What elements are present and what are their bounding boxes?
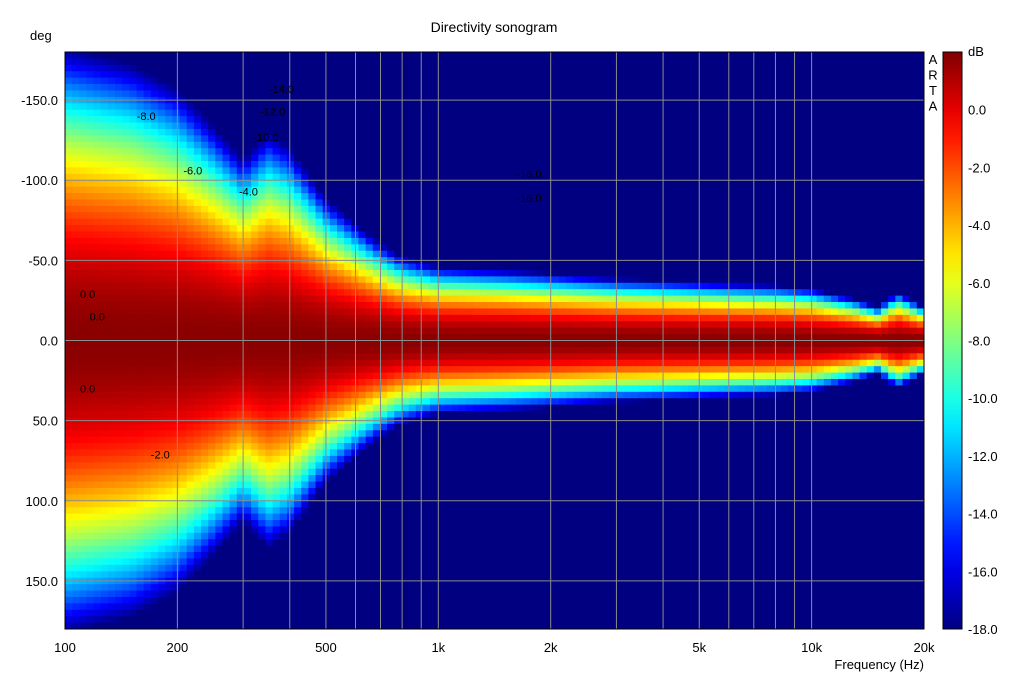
contour-label: -10.0: [253, 132, 278, 144]
colorbar-tick-label: -6.0: [968, 276, 990, 291]
colorbar-tick-label: -8.0: [968, 334, 990, 349]
contour-label: -8.0: [137, 111, 156, 123]
arta-letter: A: [929, 52, 938, 67]
plot-area: -8.0 -14.0 -12.0 -10.0 -6.0 -4.0 -16.0 -16.0 0.0…: [65, 52, 924, 629]
colorbar-tick-label: -14.0: [968, 507, 998, 522]
colorbar-frame: [942, 51, 963, 630]
y-tick-label: -50.0: [28, 253, 58, 268]
arta-letter: A: [929, 99, 938, 114]
x-tick-label: 1k: [431, 640, 445, 655]
contour-label: -12.0: [260, 106, 285, 118]
arta-letter: R: [928, 68, 937, 83]
colorbar: dB 0.0 -2.0 -4.0 -6.0 -8.0 -10.0 -12.0 -14.0 -16…: [942, 44, 998, 637]
plot-frame: [64, 51, 925, 630]
colorbar-tick-label: 0.0: [968, 103, 986, 118]
x-tick-label: 10k: [801, 640, 822, 655]
x-tick-labels: 100 200 500 1k 2k 5k 10k 20k: [54, 640, 935, 655]
grid-lines: [65, 52, 924, 629]
colorbar-tick-label: -18.0: [968, 622, 998, 637]
contour-label: -2.0: [151, 449, 170, 461]
y-tick-label: 150.0: [25, 574, 58, 589]
colorbar-tick-label: -10.0: [968, 391, 998, 406]
x-tick-label: 100: [54, 640, 76, 655]
y-tick-label: -100.0: [21, 173, 58, 188]
y-axis-label: deg: [30, 28, 52, 43]
contour-label: 0.0: [90, 311, 105, 323]
x-tick-label: 2k: [544, 640, 558, 655]
colorbar-tick-label: -2.0: [968, 160, 990, 175]
y-tick-label: 50.0: [33, 414, 58, 429]
contour-label: -6.0: [183, 166, 202, 178]
arta-letter: T: [929, 83, 937, 98]
contour-label: -16.0: [517, 193, 542, 205]
x-tick-label: 20k: [914, 640, 935, 655]
y-tick-label: -150.0: [21, 93, 58, 108]
y-tick-label: 100.0: [25, 494, 58, 509]
chart-title: Directivity sonogram: [431, 19, 558, 35]
colorbar-tick-labels: 0.0 -2.0 -4.0 -6.0 -8.0 -10.0 -12.0 -14.0 -16.0 -…: [968, 103, 998, 637]
colorbar-tick-label: -4.0: [968, 218, 990, 233]
contour-labels: -8.0 -14.0 -12.0 -10.0 -6.0 -4.0 -16.0 -16.0 0.0…: [80, 84, 542, 461]
colorbar-tick-label: -12.0: [968, 449, 998, 464]
contour-label: -16.0: [517, 169, 542, 181]
contour-label: 0.0: [80, 384, 95, 396]
y-tick-labels: -150.0 -100.0 -50.0 0.0 50.0 100.0 150.0: [21, 93, 58, 589]
colorbar-tick-label: -16.0: [968, 564, 998, 579]
x-axis-label: Frequency (Hz): [834, 657, 924, 672]
colorbar-gradient: [943, 52, 962, 629]
contour-label: -4.0: [239, 186, 258, 198]
contour-label: 0.0: [80, 289, 95, 301]
x-tick-label: 5k: [692, 640, 706, 655]
colorbar-unit-label: dB: [968, 44, 984, 59]
y-tick-label: 0.0: [40, 334, 58, 349]
x-tick-label: 500: [315, 640, 337, 655]
contour-label: -14.0: [269, 84, 294, 96]
x-tick-label: 200: [167, 640, 189, 655]
